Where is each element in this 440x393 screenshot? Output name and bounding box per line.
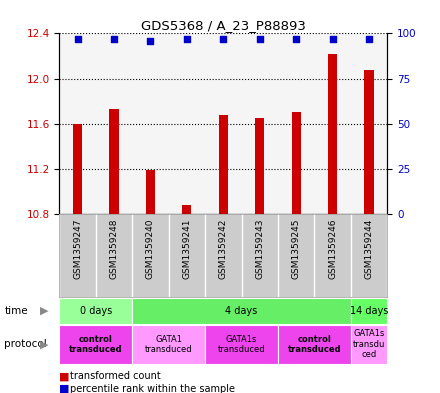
Text: 4 days: 4 days xyxy=(225,306,258,316)
Text: 0 days: 0 days xyxy=(80,306,112,316)
Bar xyxy=(328,54,337,214)
Point xyxy=(220,36,227,42)
Bar xyxy=(364,70,374,214)
Bar xyxy=(146,170,155,214)
Text: GSM1359244: GSM1359244 xyxy=(364,219,374,279)
Point xyxy=(147,37,154,44)
Text: transformed count: transformed count xyxy=(70,371,161,382)
Title: GDS5368 / A_23_P88893: GDS5368 / A_23_P88893 xyxy=(141,19,306,32)
Text: GSM1359246: GSM1359246 xyxy=(328,219,337,279)
Bar xyxy=(205,325,278,364)
Text: time: time xyxy=(4,306,28,316)
Bar xyxy=(292,112,301,214)
Bar xyxy=(219,115,228,214)
Point xyxy=(74,36,81,42)
Text: GATA1
transduced: GATA1 transduced xyxy=(145,334,192,354)
Point xyxy=(366,36,373,42)
Text: ▶: ▶ xyxy=(40,339,48,349)
Bar xyxy=(59,325,132,364)
Text: GATA1s
transdu
ced: GATA1s transdu ced xyxy=(353,329,385,359)
Bar xyxy=(182,205,191,214)
Bar xyxy=(351,298,387,324)
Bar xyxy=(132,298,351,324)
Text: GSM1359241: GSM1359241 xyxy=(182,219,191,279)
Text: percentile rank within the sample: percentile rank within the sample xyxy=(70,384,235,393)
Text: GSM1359247: GSM1359247 xyxy=(73,219,82,279)
Bar xyxy=(73,124,82,214)
Text: ■: ■ xyxy=(59,371,70,382)
Text: ■: ■ xyxy=(59,384,70,393)
Text: control
transduced: control transduced xyxy=(69,334,123,354)
Text: 14 days: 14 days xyxy=(350,306,388,316)
Bar xyxy=(132,325,205,364)
Text: GSM1359242: GSM1359242 xyxy=(219,219,228,279)
Point xyxy=(183,36,191,42)
Point xyxy=(293,36,300,42)
Bar xyxy=(110,109,119,214)
Text: GATA1s
transduced: GATA1s transduced xyxy=(218,334,265,354)
Text: protocol: protocol xyxy=(4,339,47,349)
Bar xyxy=(351,325,387,364)
Point xyxy=(110,36,117,42)
Text: GSM1359243: GSM1359243 xyxy=(255,219,264,279)
Bar xyxy=(59,298,132,324)
Text: control
transduced: control transduced xyxy=(288,334,341,354)
Bar xyxy=(278,325,351,364)
Point xyxy=(329,36,336,42)
Point xyxy=(256,36,263,42)
Text: GSM1359245: GSM1359245 xyxy=(292,219,301,279)
Text: GSM1359248: GSM1359248 xyxy=(110,219,118,279)
Bar xyxy=(255,118,264,214)
Text: ▶: ▶ xyxy=(40,306,48,316)
Text: GSM1359240: GSM1359240 xyxy=(146,219,155,279)
